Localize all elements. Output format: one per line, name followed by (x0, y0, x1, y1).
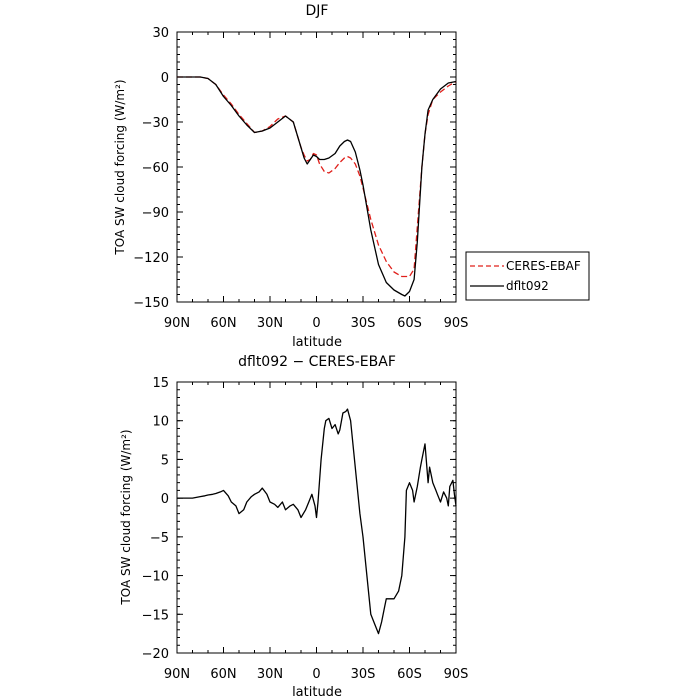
top-x-tick-label: 30N (257, 316, 283, 331)
top-y-tick-label: −60 (142, 161, 169, 176)
bottom-y-tick-label: −10 (142, 570, 169, 585)
top-y-tick-label: −120 (133, 251, 169, 266)
top-chart-title: DJF (306, 3, 329, 19)
top-series-line-ceres-ebaf (177, 76, 457, 278)
bottom-x-tick-label: 60S (397, 667, 422, 682)
top-x-tick-label: 60S (397, 316, 422, 331)
bottom-panel: dflt092 − CERES-EBAF 90N 60N 30N 0 30S 60S 90S… (119, 354, 468, 700)
bottom-series-line-difference (177, 408, 457, 635)
bottom-ticks: 90N 60N 30N 0 30S 60S 90S 15 10 5 0 −5 −10 −15 −20 (142, 376, 469, 682)
bottom-chart-title: dflt092 − CERES-EBAF (238, 354, 396, 370)
bottom-y-tick-label: −20 (142, 647, 169, 662)
top-series-group (177, 76, 457, 297)
top-x-tick-label: 0 (312, 316, 320, 331)
top-x-tick-label: 90N (164, 316, 190, 331)
bottom-y-tick-label: −15 (142, 608, 169, 623)
top-x-tick-label: 90S (444, 316, 469, 331)
bottom-x-tick-label: 60N (210, 667, 236, 682)
top-ticks: 90N 60N 30N 0 30S 60S 90S 30 0 −30 −60 −90 −120 −150 (133, 26, 468, 331)
bottom-x-tick-label: 90N (164, 667, 190, 682)
top-y-tick-label: −150 (133, 296, 169, 311)
legend-label-dflt092: dflt092 (506, 279, 549, 293)
top-x-tick-label: 30S (351, 316, 376, 331)
legend-box (465, 251, 590, 301)
top-y-tick-label: 0 (161, 71, 169, 86)
top-y-tick-label: −30 (142, 116, 169, 131)
legend: CERES-EBAF dflt092 (465, 251, 590, 301)
bottom-y-tick-label: 5 (161, 453, 169, 468)
bottom-x-tick-label: 90S (444, 667, 469, 682)
bottom-x-axis-label: latitude (292, 685, 342, 700)
legend-label-ceres-ebaf: CERES-EBAF (506, 259, 581, 273)
top-x-axis-label: latitude (292, 335, 342, 350)
bottom-y-tick-label: 10 (152, 415, 169, 430)
top-y-tick-label: 30 (152, 26, 169, 41)
bottom-y-tick-label: −5 (150, 531, 169, 546)
bottom-x-tick-label: 30N (257, 667, 283, 682)
top-y-axis-label: TOA SW cloud forcing (W/m²) (113, 79, 127, 255)
bottom-y-axis-label: TOA SW cloud forcing (W/m²) (119, 429, 133, 605)
top-panel: DJF 90N 60N 30N 0 30S 60S 90S 30 0 −30 −60 −90 −120 −… (113, 3, 590, 350)
top-x-tick-label: 60N (210, 316, 236, 331)
bottom-y-tick-label: 15 (152, 376, 169, 391)
top-series-line-dflt092 (177, 76, 457, 297)
bottom-x-tick-label: 0 (312, 667, 320, 682)
bottom-y-tick-label: 0 (161, 492, 169, 507)
bottom-x-tick-label: 30S (351, 667, 376, 682)
bottom-series-group (177, 408, 457, 635)
top-y-tick-label: −90 (142, 206, 169, 221)
top-plot-frame (176, 31, 457, 303)
